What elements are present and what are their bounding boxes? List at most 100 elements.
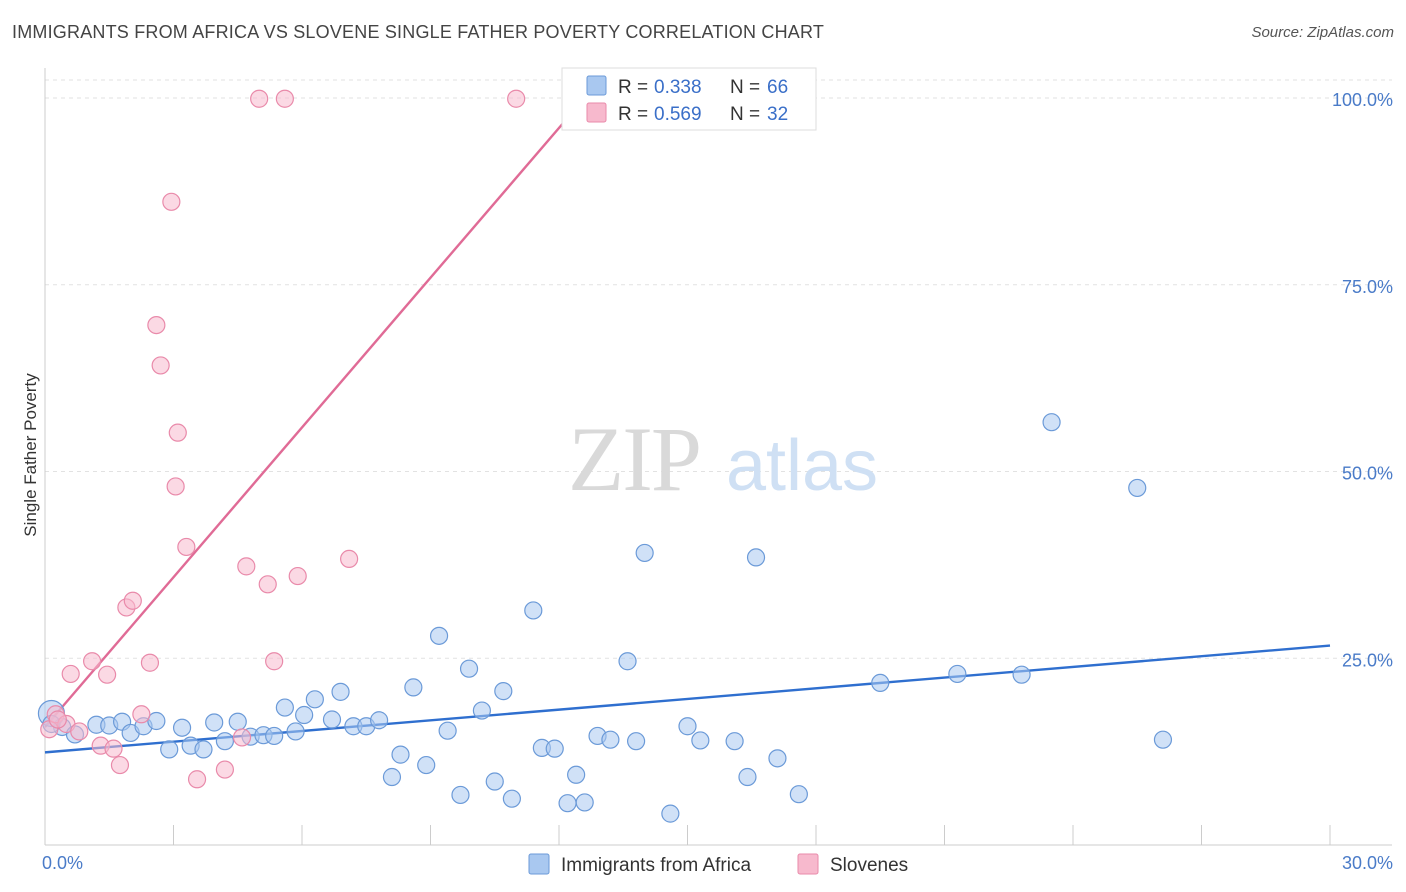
- watermark: ZIP atlas: [568, 408, 878, 510]
- y-tick-labels: 25.0% 50.0% 75.0% 100.0%: [1332, 90, 1393, 670]
- legend-n-label-africa: N =: [730, 77, 760, 98]
- watermark-atlas: atlas: [726, 426, 878, 506]
- slovenes-point: [140, 653, 160, 672]
- slovenes-point: [123, 591, 142, 610]
- africa-point: [789, 785, 808, 804]
- x-tick-label-1: 30.0%: [1342, 853, 1393, 873]
- legend-swatch-africa: [586, 75, 607, 96]
- stats-legend: R = 0.338 N = 66 R = 0.569 N = 32: [561, 67, 817, 131]
- africa-point: [429, 626, 449, 645]
- y-tick-label-0: 25.0%: [1342, 650, 1393, 670]
- africa-point: [194, 740, 213, 759]
- africa-point: [678, 717, 697, 736]
- legend-r-africa: 0.338: [654, 77, 702, 98]
- africa-point: [545, 739, 564, 758]
- africa-point: [417, 755, 436, 775]
- africa-point: [286, 722, 305, 741]
- africa-point: [265, 726, 284, 746]
- legend-n-label-slovenes: N =: [730, 104, 760, 125]
- slovenes-point: [215, 760, 234, 779]
- slovenes-point: [232, 728, 252, 747]
- slovenes-point: [110, 755, 130, 775]
- africa-point: [567, 765, 586, 784]
- y-tick-label-1: 50.0%: [1342, 464, 1393, 484]
- legend-n-africa: 66: [767, 77, 788, 98]
- y-tick-label-2: 75.0%: [1342, 277, 1393, 297]
- africa-point: [635, 543, 654, 563]
- y-axis-label: Single Father Poverty: [21, 373, 40, 537]
- slovenes-point: [151, 356, 170, 375]
- africa-point: [438, 721, 457, 740]
- slovenes-point: [70, 722, 89, 741]
- africa-point: [1153, 730, 1173, 749]
- africa-point: [160, 740, 179, 759]
- africa-point: [601, 730, 620, 749]
- watermark-zip: ZIP: [568, 408, 700, 510]
- africa-point: [370, 711, 389, 730]
- slovenes-point: [166, 477, 185, 496]
- africa-point: [451, 785, 470, 805]
- legend-r-label-slovenes: R =: [618, 104, 648, 125]
- africa-point: [322, 710, 342, 729]
- africa-point: [768, 749, 787, 768]
- legend-label-slovenes: Slovenes: [830, 855, 908, 876]
- data-points: [37, 89, 1173, 823]
- slovenes-point: [237, 557, 256, 576]
- legend-n-slovenes: 32: [767, 104, 788, 125]
- series-legend: Immigrants from Africa Slovenes: [528, 853, 908, 876]
- legend-r-label-africa: R =: [618, 77, 648, 98]
- africa-point: [661, 804, 680, 823]
- slovenes-point: [507, 89, 526, 108]
- africa-point: [618, 652, 637, 671]
- africa-point: [305, 690, 324, 709]
- slovenes-point: [288, 566, 307, 586]
- africa-point: [295, 705, 314, 725]
- y-tick-label-3: 100.0%: [1332, 90, 1393, 110]
- slovenes-point: [265, 652, 284, 671]
- source-label: Source: ZipAtlas.com: [1251, 24, 1394, 41]
- africa-point: [746, 548, 766, 567]
- slovenes-point: [162, 192, 181, 211]
- slovenes-point: [168, 423, 187, 442]
- slovenes-point: [187, 770, 207, 789]
- bottom-swatch-africa: [528, 853, 550, 875]
- slovenes-point: [340, 549, 359, 568]
- slovenes-point: [258, 575, 277, 594]
- africa-point: [275, 698, 294, 717]
- africa-point: [172, 718, 192, 737]
- africa-point: [691, 731, 710, 750]
- slovenes-point: [250, 89, 269, 108]
- legend-swatch-slovenes: [586, 102, 607, 123]
- slovenes-point: [98, 665, 117, 684]
- africa-point: [524, 601, 543, 620]
- x-tick-labels: 0.0% 30.0%: [42, 853, 1393, 873]
- slovenes-point: [177, 537, 196, 557]
- africa-point: [626, 732, 646, 751]
- africa-point: [871, 673, 890, 693]
- africa-point: [1128, 478, 1147, 498]
- africa-point: [494, 682, 513, 701]
- slovenes-point: [275, 89, 294, 108]
- africa-point: [382, 767, 402, 787]
- slovenes-point: [104, 739, 123, 758]
- africa-point: [502, 789, 521, 808]
- africa-point: [459, 659, 479, 678]
- africa-point: [1042, 413, 1061, 432]
- africa-point: [725, 732, 744, 751]
- africa-point: [1012, 665, 1031, 684]
- slovenes-trend-line: [44, 97, 586, 728]
- africa-point: [575, 793, 594, 812]
- africa-point: [215, 732, 234, 751]
- chart-title: IMMIGRANTS FROM AFRICA VS SLOVENE SINGLE…: [12, 22, 825, 42]
- africa-point: [738, 767, 757, 787]
- africa-point: [147, 711, 166, 731]
- slovenes-point: [48, 710, 67, 729]
- slovenes-point: [132, 705, 151, 724]
- africa-point: [948, 664, 967, 684]
- bottom-swatch-slovenes: [797, 853, 819, 875]
- legend-r-slovenes: 0.569: [654, 104, 702, 125]
- slovenes-point: [83, 652, 102, 671]
- x-tick-label-0: 0.0%: [42, 853, 83, 873]
- africa-point: [205, 713, 224, 732]
